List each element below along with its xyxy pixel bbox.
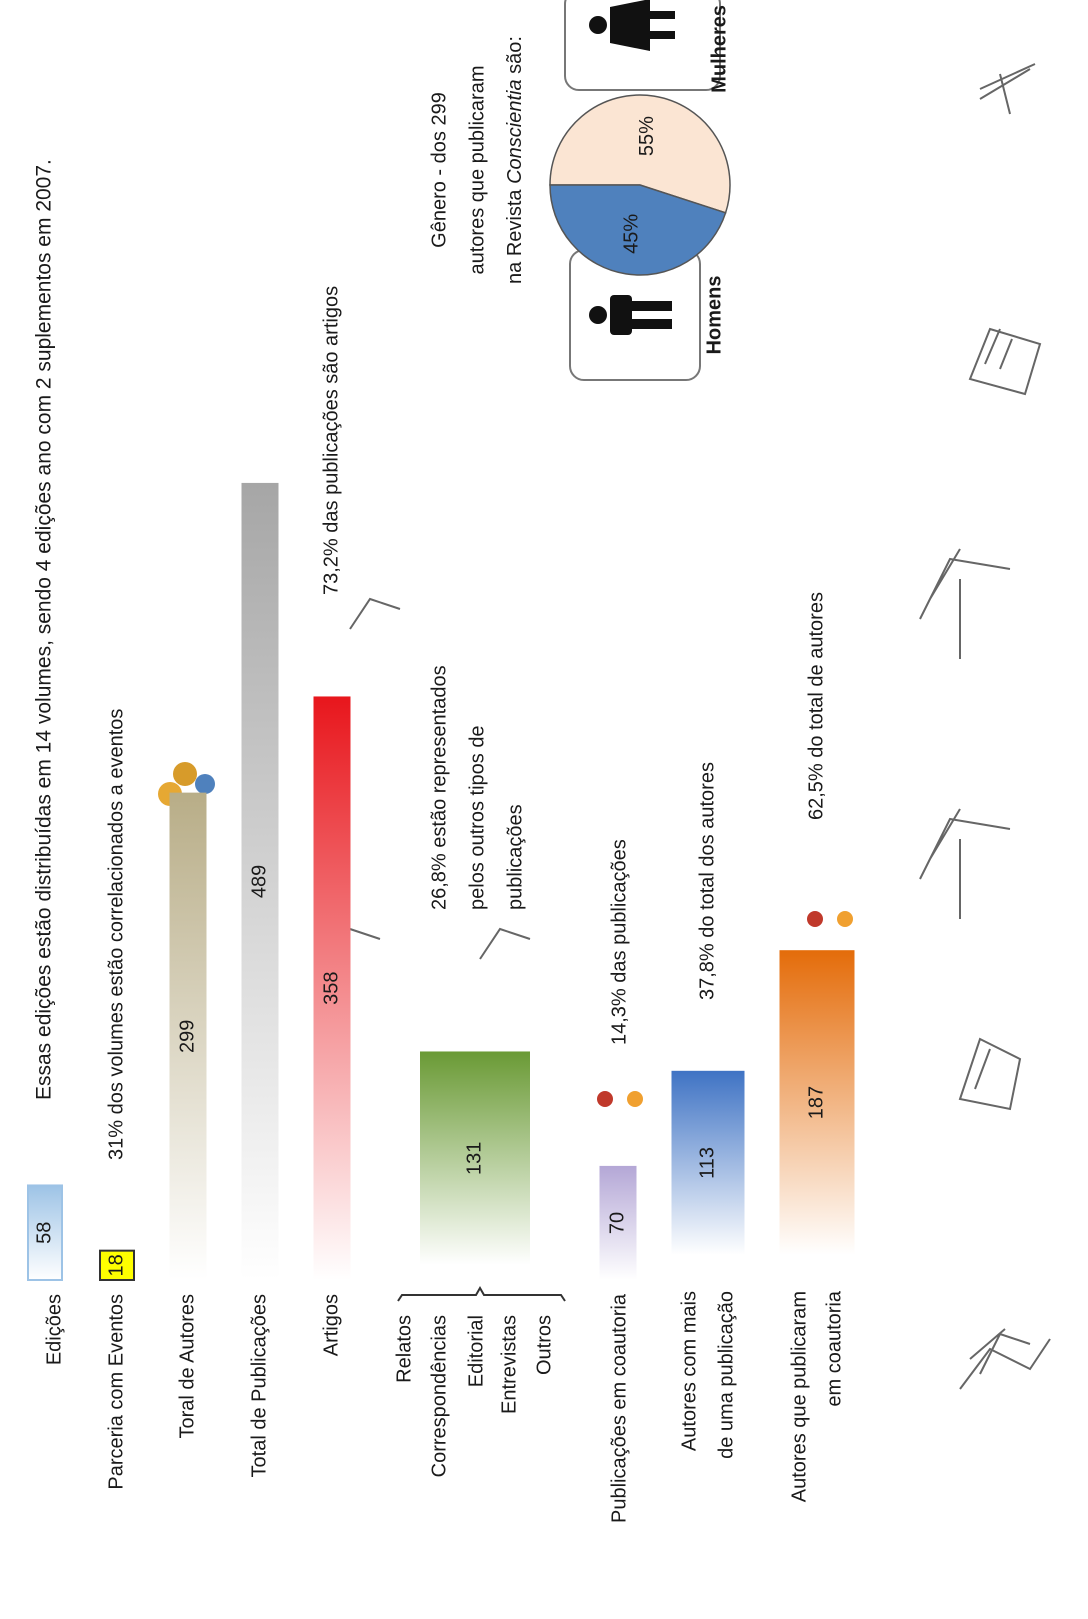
note: 14,3% das publicações (608, 839, 630, 1045)
row-label: Editorial (465, 1315, 487, 1387)
row-label: Entrevistas (498, 1315, 520, 1414)
pie-title-part: são: (504, 36, 526, 79)
brace (398, 1288, 565, 1301)
value-label: 187 (805, 1086, 827, 1119)
note: publicações (504, 804, 526, 910)
page: {"header": "Essas edições estão distribu… (0, 0, 1088, 1619)
pie-title-part: na Revista (504, 184, 526, 284)
row-label: Relatos (393, 1315, 415, 1383)
row-label: Autores que publicaram (788, 1291, 810, 1502)
legend-label: Mulheres (708, 5, 730, 93)
value-label: 131 (463, 1142, 485, 1175)
pie-title: na Revista Conscientia são: (504, 36, 526, 284)
note: 73,2% das publicações são artigos (320, 286, 342, 595)
value-label: 358 (320, 972, 342, 1005)
pie-title-part: Conscientia (504, 79, 526, 184)
value-label: 58 (33, 1222, 55, 1244)
note: 31% dos volumes estão correlacionados a … (105, 709, 127, 1160)
row-label: Parceria com Eventos (105, 1294, 127, 1490)
pie-label: 45% (621, 214, 643, 254)
note: 26,8% estão representados (428, 665, 450, 910)
pie-title: autores que publicaram (466, 65, 488, 274)
pie-title: Gênero - dos 299 (428, 92, 450, 248)
value-label: 18 (105, 1254, 127, 1276)
row-label: Publicações em coautoria (608, 1293, 630, 1523)
value-label: 299 (176, 1020, 198, 1053)
value-label: 489 (248, 865, 270, 898)
note: 62,5% do total de autores (805, 592, 827, 820)
pie-label: 55% (636, 116, 658, 156)
row-label: de uma publicação (715, 1291, 737, 1459)
row-label: Artigos (320, 1294, 342, 1356)
row-label: Autores com mais (678, 1291, 700, 1451)
note: 37,8% do total dos autores (696, 762, 718, 1000)
value-label: 113 (696, 1147, 718, 1179)
row-label: Edições (43, 1294, 65, 1365)
note: pelos outros tipos de (466, 725, 488, 910)
row-label: Outros (533, 1315, 555, 1375)
row-label: Correspondências (428, 1315, 450, 1477)
header: Essas edições estão distribuídas em 14 v… (33, 159, 56, 1100)
infographic: Essas edições estão distribuídas em 14 v… (0, 0, 1088, 1619)
value-label: 70 (606, 1212, 628, 1234)
row-label: Total de Publicações (248, 1294, 270, 1477)
row-label: em coautoria (823, 1290, 845, 1406)
rotated-content: Essas edições estão distribuídas em 14 v… (28, 0, 1050, 1523)
row-label: Toral de Autores (176, 1294, 198, 1439)
legend-label: Homens (703, 276, 725, 355)
